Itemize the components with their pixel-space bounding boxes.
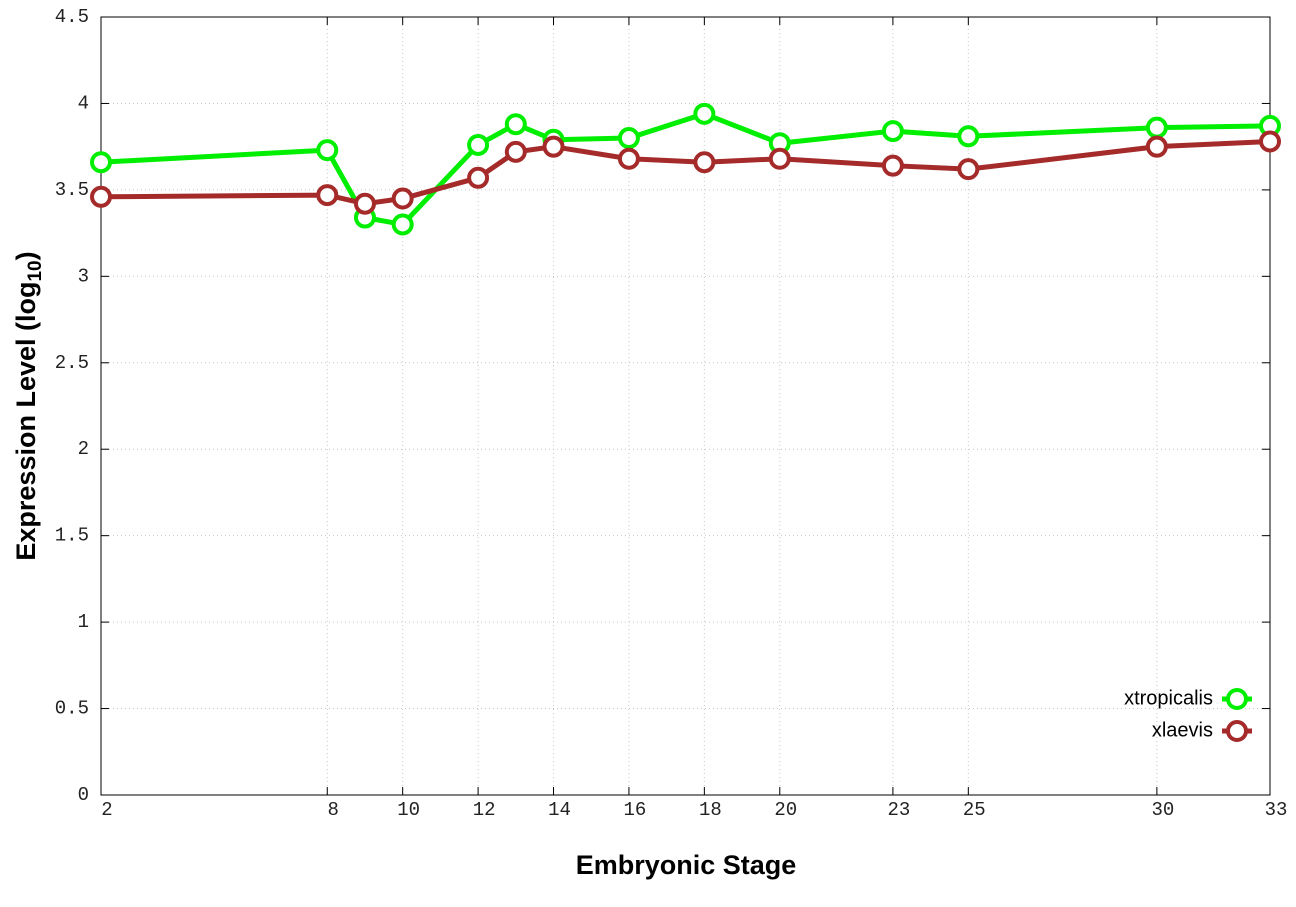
data-point [693, 102, 716, 125]
data-point [316, 139, 339, 162]
data-point [90, 185, 112, 208]
x-tick-label: 23 [887, 799, 910, 821]
data-point [391, 213, 414, 236]
y-tick-label: 3.5 [55, 179, 89, 201]
x-tick-label: 14 [548, 799, 571, 821]
data-point [90, 151, 112, 174]
x-tick-label: 12 [473, 799, 496, 821]
data-point [504, 113, 527, 136]
x-tick-label: 2 [101, 799, 112, 821]
data-point [881, 120, 904, 143]
data-point [617, 127, 640, 150]
y-tick-label: 1 [78, 611, 89, 633]
x-tick-label: 10 [397, 799, 420, 821]
y-tick-label: 4 [78, 92, 89, 114]
y-axis-label-main: Expression Level (log [11, 282, 41, 561]
x-axis-label: Embryonic Stage [576, 850, 797, 880]
legend-label: xlaevis [1152, 719, 1213, 741]
x-tick-label: 25 [963, 799, 986, 821]
data-point [353, 192, 376, 215]
y-axis-label-end: ) [11, 251, 41, 260]
data-point [467, 166, 490, 189]
legend-marker [1226, 720, 1248, 742]
data-point [768, 147, 791, 170]
data-point [957, 125, 980, 148]
data-point [542, 135, 565, 158]
x-tick-label: 8 [328, 799, 339, 821]
data-point [467, 133, 490, 156]
data-point [617, 147, 640, 170]
x-tick-label: 16 [624, 799, 647, 821]
x-tick-label: 18 [699, 799, 722, 821]
plot-border [100, 16, 1271, 796]
data-point [1145, 116, 1168, 139]
y-tick-label: 1.5 [55, 525, 89, 547]
data-point [316, 184, 339, 207]
y-tick-label: 2 [78, 438, 89, 460]
y-tick-label: 4.5 [55, 6, 89, 28]
y-axis-label-sub: 10 [25, 260, 46, 281]
legend-label: xtropicalis [1124, 687, 1213, 709]
x-tick-label: 33 [1265, 799, 1288, 821]
data-point [693, 151, 716, 174]
data-point [1145, 135, 1168, 158]
y-tick-label: 0 [78, 784, 89, 806]
data-point [957, 158, 980, 181]
series-line [100, 111, 1271, 227]
x-tick-label: 30 [1151, 799, 1174, 821]
data-point [391, 187, 414, 210]
y-tick-label: 2.5 [55, 352, 89, 374]
x-tick-label: 20 [774, 799, 797, 821]
y-tick-label: 3 [78, 265, 89, 287]
legend-marker [1226, 688, 1248, 710]
y-axis-label: Expression Level (log10) [11, 251, 46, 560]
y-tick-label: 0.5 [55, 698, 89, 720]
data-point [881, 154, 904, 177]
data-point [1259, 130, 1281, 153]
data-point [504, 140, 527, 163]
